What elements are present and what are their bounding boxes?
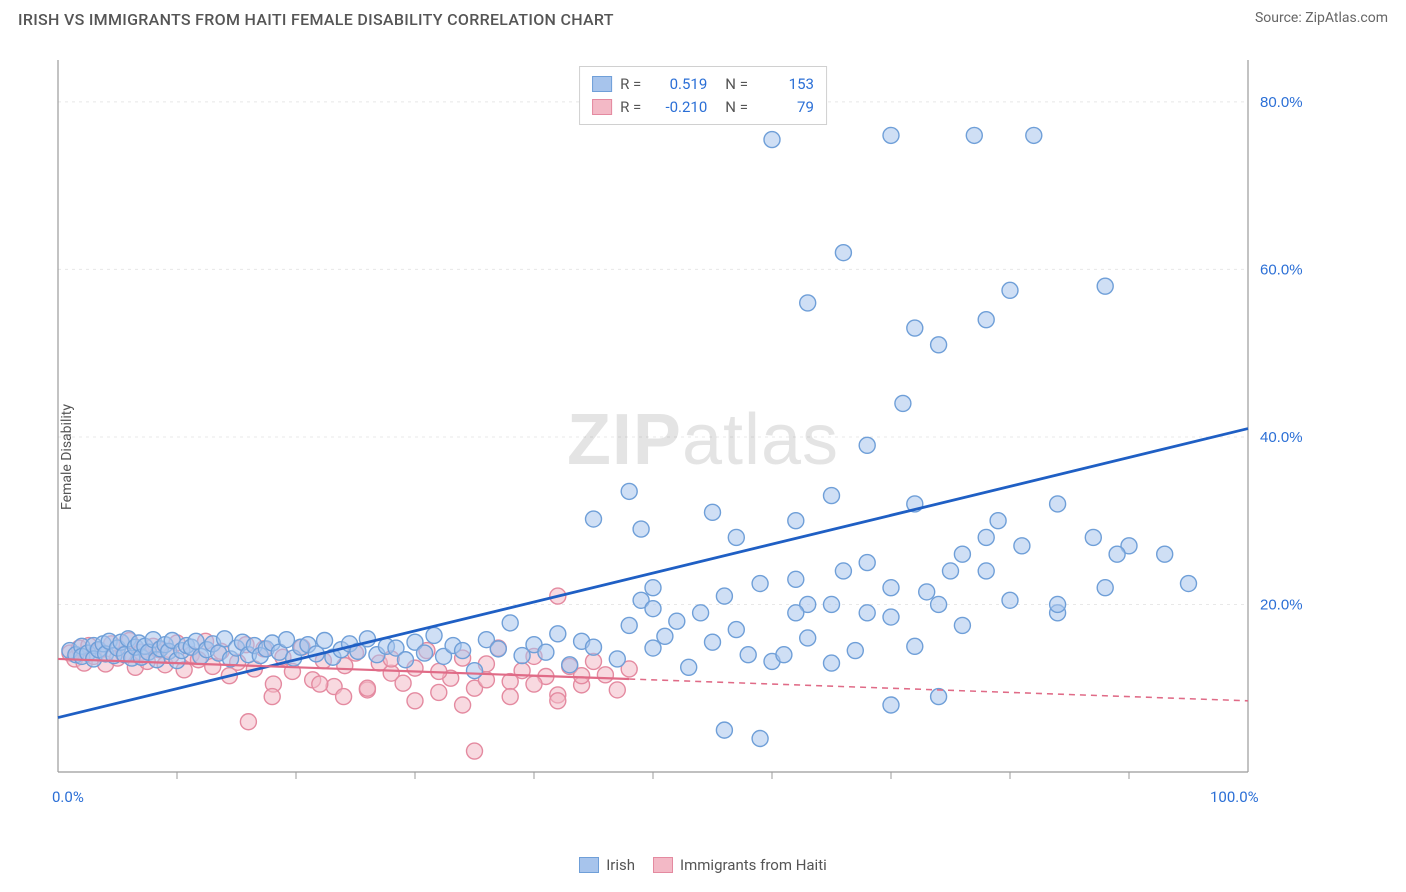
swatch-irish — [579, 857, 599, 873]
chart-container: Female Disability 20.0%40.0%60.0%80.0% Z… — [18, 40, 1388, 874]
swatch-haiti — [653, 857, 673, 873]
svg-text:40.0%: 40.0% — [1260, 429, 1303, 446]
source-attribution: Source: ZipAtlas.com — [1255, 10, 1388, 26]
legend-item-haiti: Immigrants from Haiti — [653, 856, 827, 874]
x-axis-max-label: 100.0% — [1210, 788, 1259, 806]
correlation-row-haiti: R = -0.210 N = 79 — [592, 96, 814, 119]
correlation-row-irish: R = 0.519 N = 153 — [592, 73, 814, 96]
series-legend: Irish Immigrants from Haiti — [18, 856, 1388, 874]
svg-text:60.0%: 60.0% — [1260, 261, 1303, 278]
correlation-legend: R = 0.519 N = 153 R = -0.210 N = 79 — [579, 66, 827, 125]
svg-text:20.0%: 20.0% — [1260, 596, 1303, 613]
swatch-irish — [592, 76, 612, 92]
svg-text:80.0%: 80.0% — [1260, 94, 1303, 111]
legend-item-irish: Irish — [579, 856, 635, 874]
scatter-chart: 20.0% 40.0% 60.0% 80.0% — [18, 40, 1318, 820]
y-axis-label: Female Disability — [59, 404, 75, 510]
x-axis-min-label: 0.0% — [52, 788, 84, 806]
chart-header: IRISH VS IMMIGRANTS FROM HAITI FEMALE DI… — [0, 0, 1406, 33]
chart-title: IRISH VS IMMIGRANTS FROM HAITI FEMALE DI… — [18, 10, 614, 29]
swatch-haiti — [592, 99, 612, 115]
